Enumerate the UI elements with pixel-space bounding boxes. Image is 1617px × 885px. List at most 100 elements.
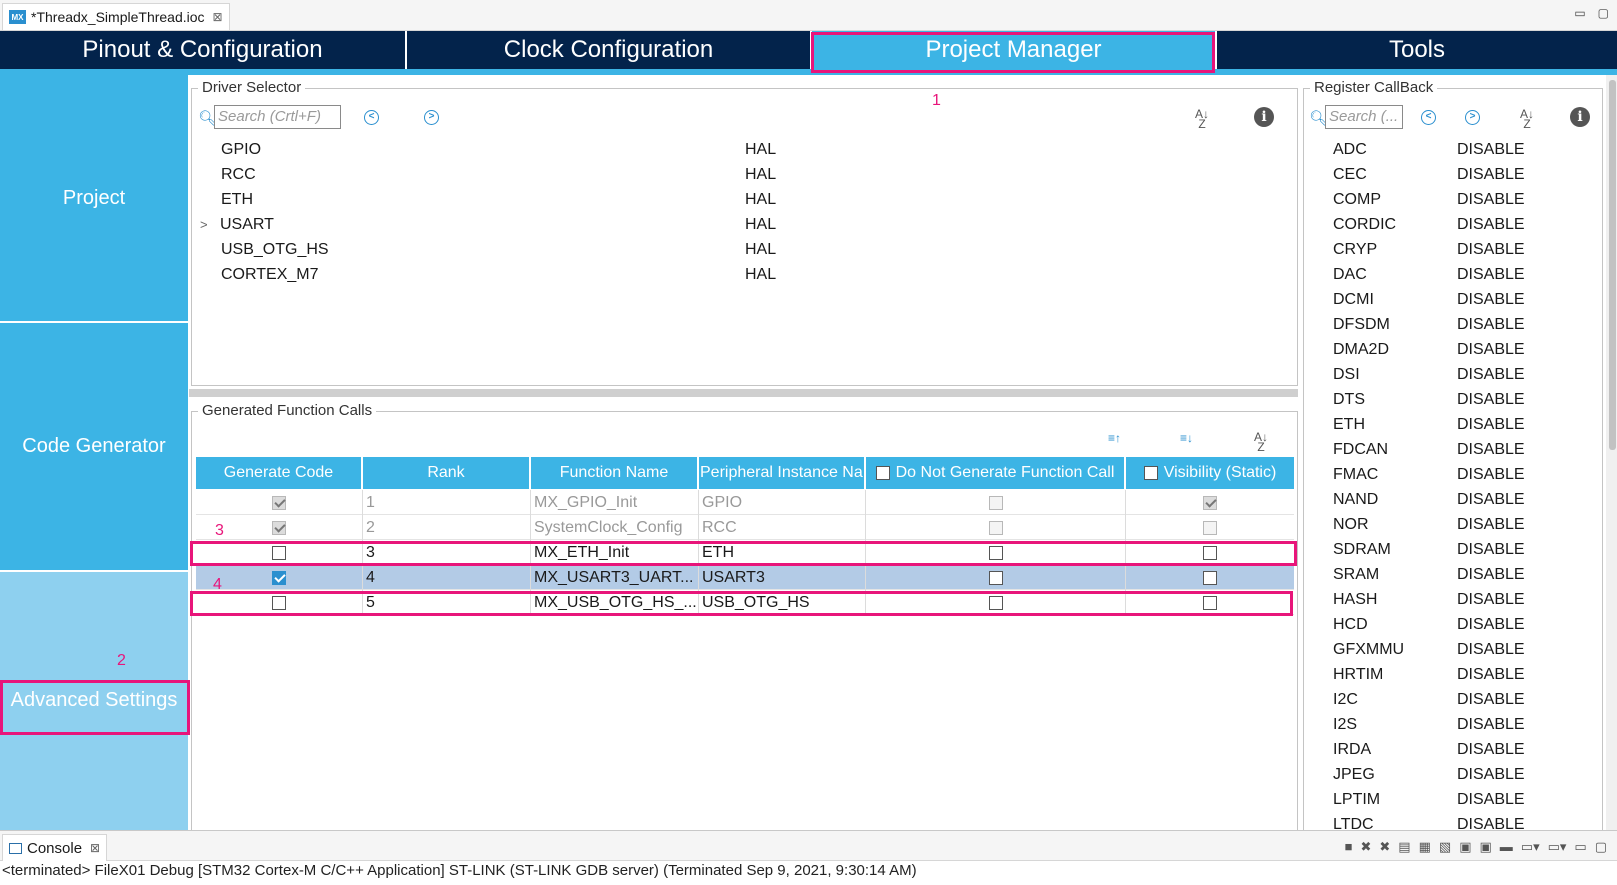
list-item[interactable]: IRDA DISABLE bbox=[1303, 737, 1583, 762]
tab-project-manager[interactable]: Project Manager bbox=[812, 31, 1217, 69]
callback-value[interactable]: DISABLE bbox=[1457, 340, 1525, 358]
list-item[interactable]: DSI DISABLE bbox=[1303, 362, 1583, 387]
visibility-all-checkbox[interactable] bbox=[1143, 466, 1158, 480]
callback-value[interactable]: DISABLE bbox=[1457, 365, 1525, 383]
generate-code-checkbox[interactable] bbox=[272, 545, 286, 560]
minimize-icon[interactable]: ▭ bbox=[1574, 839, 1587, 854]
tab-tools[interactable]: Tools bbox=[1388, 36, 1446, 63]
visibility-checkbox[interactable] bbox=[1203, 595, 1217, 610]
callback-value[interactable]: DISABLE bbox=[1457, 515, 1525, 533]
callback-value[interactable]: DISABLE bbox=[1457, 190, 1525, 208]
list-item[interactable]: I2C DISABLE bbox=[1303, 687, 1583, 712]
tab-clock-configuration[interactable]: Clock Configuration bbox=[407, 31, 812, 69]
move-down-icon[interactable]: ≡↓ bbox=[1180, 431, 1194, 445]
callback-value[interactable]: DISABLE bbox=[1457, 815, 1525, 831]
callback-value[interactable]: DISABLE bbox=[1457, 540, 1525, 558]
list-item[interactable]: ETH DISABLE bbox=[1303, 412, 1583, 437]
list-item[interactable]: HCD DISABLE bbox=[1303, 612, 1583, 637]
word-wrap-icon[interactable]: ▧ bbox=[1438, 839, 1452, 854]
tab-pinout-configuration[interactable]: Pinout & Configuration bbox=[0, 31, 407, 69]
show-on-output-icon[interactable]: ▣ bbox=[1459, 839, 1472, 854]
callback-value[interactable]: DISABLE bbox=[1457, 690, 1525, 708]
do-not-generate-all-checkbox[interactable] bbox=[875, 466, 890, 480]
list-item[interactable]: FMAC DISABLE bbox=[1303, 462, 1583, 487]
table-row-selected[interactable]: 4 MX_USART3_UART... USART3 bbox=[196, 565, 1294, 590]
list-item[interactable]: HRTIM DISABLE bbox=[1303, 662, 1583, 687]
list-item[interactable]: CEC DISABLE bbox=[1303, 162, 1583, 187]
list-item[interactable]: NOR DISABLE bbox=[1303, 512, 1583, 537]
callback-value[interactable]: DISABLE bbox=[1457, 140, 1525, 158]
generate-code-checkbox[interactable] bbox=[272, 570, 286, 585]
callback-value[interactable]: DISABLE bbox=[1457, 265, 1525, 283]
sort-alpha-icon[interactable]: A↓ Z bbox=[1520, 107, 1535, 131]
do-not-generate-checkbox[interactable] bbox=[988, 595, 1003, 610]
list-item[interactable]: LTDC DISABLE bbox=[1303, 812, 1583, 831]
column-header-peripheral-instance[interactable]: Peripheral Instance Na... bbox=[699, 457, 864, 489]
list-item[interactable]: CORDIC DISABLE bbox=[1303, 212, 1583, 237]
minimize-icon[interactable]: ▭ bbox=[1574, 6, 1586, 20]
show-on-error-icon[interactable]: ▣ bbox=[1479, 839, 1492, 854]
scroll-lock-icon[interactable]: ▦ bbox=[1418, 839, 1431, 854]
do-not-generate-checkbox[interactable] bbox=[988, 570, 1003, 585]
list-item[interactable]: LPTIM DISABLE bbox=[1303, 787, 1583, 812]
callback-value[interactable]: DISABLE bbox=[1457, 790, 1525, 808]
move-up-icon[interactable]: ≡↑ bbox=[1108, 431, 1122, 445]
list-item[interactable]: DCMI DISABLE bbox=[1303, 287, 1583, 312]
side-item-project[interactable]: Project bbox=[0, 75, 188, 321]
callback-value[interactable]: DISABLE bbox=[1457, 665, 1525, 683]
list-item[interactable]: CRYP DISABLE bbox=[1303, 237, 1583, 262]
clear-console-icon[interactable]: ▤ bbox=[1398, 839, 1411, 854]
open-console-icon[interactable]: ▭▾ bbox=[1547, 839, 1567, 854]
callback-value[interactable]: DISABLE bbox=[1457, 215, 1525, 233]
do-not-generate-checkbox[interactable] bbox=[988, 545, 1003, 560]
column-header-rank[interactable]: Rank bbox=[363, 457, 529, 489]
list-item[interactable]: COMP DISABLE bbox=[1303, 187, 1583, 212]
maximize-icon[interactable]: ▢ bbox=[1594, 839, 1607, 854]
vertical-scrollbar[interactable] bbox=[1606, 75, 1617, 830]
next-icon[interactable]: > bbox=[1465, 110, 1480, 125]
callback-value[interactable]: DISABLE bbox=[1457, 290, 1525, 308]
callback-value[interactable]: DISABLE bbox=[1457, 465, 1525, 483]
column-header-visibility[interactable]: Visibility (Static) bbox=[1126, 457, 1294, 489]
list-item[interactable]: DMA2D DISABLE bbox=[1303, 337, 1583, 362]
column-header-function-name[interactable]: Function Name bbox=[531, 457, 697, 489]
editor-tab-ioc[interactable]: MX *Threadx_SimpleThread.ioc ⊠ bbox=[2, 3, 230, 30]
side-item-code-generator[interactable]: Code Generator bbox=[0, 323, 188, 570]
list-item[interactable]: SRAM DISABLE bbox=[1303, 562, 1583, 587]
list-item[interactable]: DFSDM DISABLE bbox=[1303, 312, 1583, 337]
remove-all-icon[interactable]: ✖ bbox=[1379, 839, 1391, 854]
callback-value[interactable]: DISABLE bbox=[1457, 165, 1525, 183]
list-item[interactable]: I2S DISABLE bbox=[1303, 712, 1583, 737]
pin-console-icon[interactable]: ▬ bbox=[1499, 839, 1513, 854]
sort-alpha-icon[interactable]: A↓ Z bbox=[1195, 107, 1210, 131]
maximize-icon[interactable]: ▢ bbox=[1597, 6, 1609, 20]
next-icon[interactable]: > bbox=[424, 110, 439, 125]
terminate-icon[interactable]: ■ bbox=[1344, 839, 1353, 854]
callback-value[interactable]: DISABLE bbox=[1457, 640, 1525, 658]
remove-launch-icon[interactable]: ✖ bbox=[1360, 839, 1372, 854]
info-icon[interactable]: i bbox=[1570, 107, 1590, 127]
column-header-generate-code[interactable]: Generate Code bbox=[196, 457, 361, 489]
list-item[interactable]: FDCAN DISABLE bbox=[1303, 437, 1583, 462]
callback-value[interactable]: DISABLE bbox=[1457, 590, 1525, 608]
close-icon[interactable]: ⊠ bbox=[90, 841, 101, 855]
callback-value[interactable]: DISABLE bbox=[1457, 565, 1525, 583]
info-icon[interactable]: i bbox=[1254, 107, 1274, 127]
callback-value[interactable]: DISABLE bbox=[1457, 315, 1525, 333]
generate-code-checkbox[interactable] bbox=[272, 595, 286, 610]
splitter-handle[interactable] bbox=[189, 389, 1298, 397]
list-item[interactable]: DTS DISABLE bbox=[1303, 387, 1583, 412]
visibility-checkbox[interactable] bbox=[1203, 545, 1217, 560]
column-header-do-not-generate[interactable]: Do Not Generate Function Call bbox=[866, 457, 1124, 489]
table-row[interactable]: 1 MX_GPIO_Init GPIO bbox=[196, 490, 1294, 515]
previous-icon[interactable]: < bbox=[1421, 110, 1436, 125]
driver-search-input[interactable]: Search (Crtl+F) bbox=[214, 105, 341, 129]
side-item-advanced-settings[interactable]: Advanced Settings bbox=[0, 572, 188, 830]
list-item[interactable]: DAC DISABLE bbox=[1303, 262, 1583, 287]
callback-value[interactable]: DISABLE bbox=[1457, 240, 1525, 258]
list-item[interactable]: GFXMMU DISABLE bbox=[1303, 637, 1583, 662]
callback-value[interactable]: DISABLE bbox=[1457, 615, 1525, 633]
visibility-checkbox[interactable] bbox=[1203, 570, 1217, 585]
table-row[interactable]: 2 SystemClock_Config RCC bbox=[196, 515, 1294, 540]
callback-value[interactable]: DISABLE bbox=[1457, 390, 1525, 408]
